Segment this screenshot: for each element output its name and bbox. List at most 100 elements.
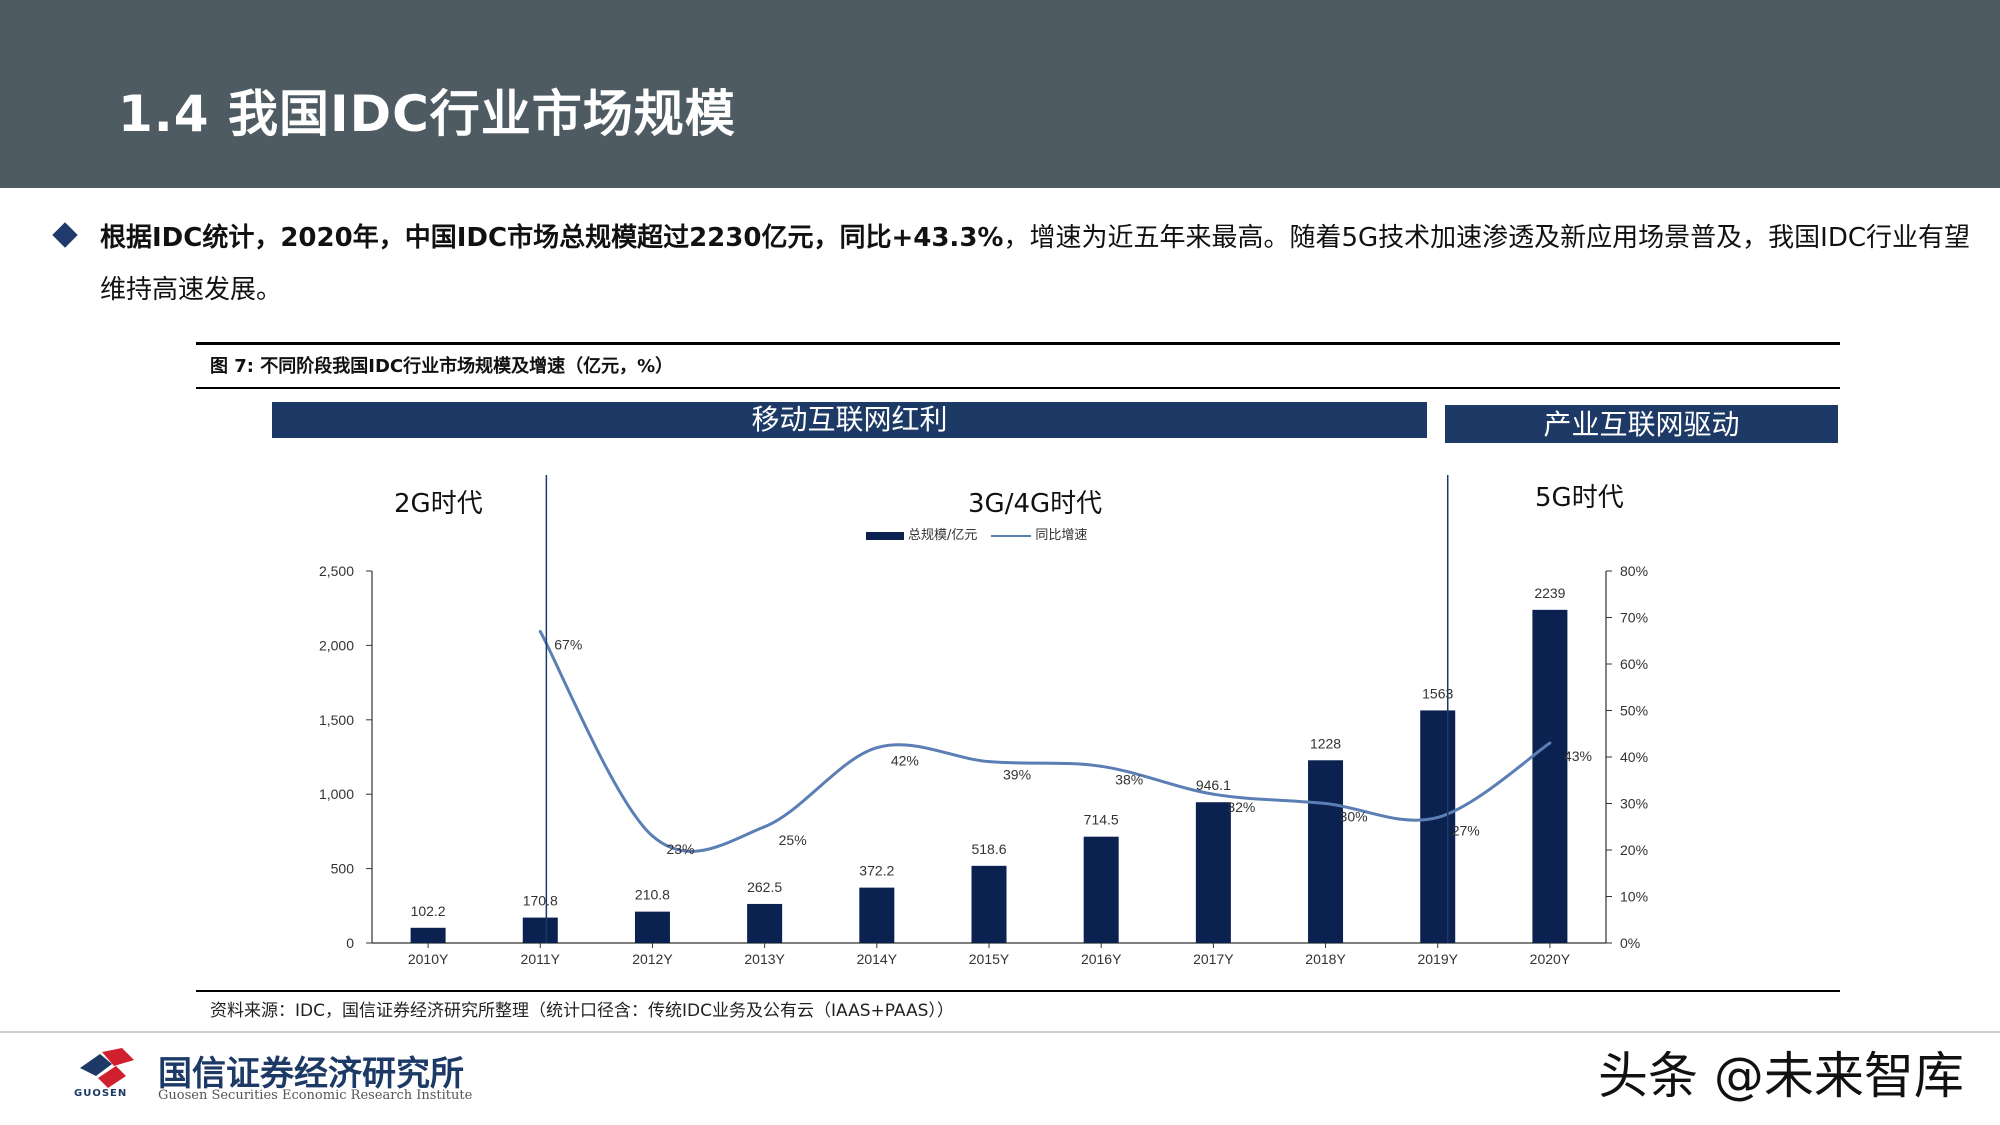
bullet-segment: 2230亿元 <box>689 223 814 253</box>
bullet-segment: 根据IDC统计， <box>100 223 281 253</box>
growth-value-label: 38% <box>1115 771 1143 787</box>
bullet-segment: 2020年 <box>280 223 379 253</box>
bar-2013Y <box>747 903 783 943</box>
legend-line-label: 同比增速 <box>1035 528 1088 543</box>
growth-point-2013Y <box>763 825 767 829</box>
bar-value-label: 2239 <box>1534 585 1565 601</box>
bar-2020Y <box>1532 609 1568 943</box>
legend-bar-label: 总规模/亿元 <box>908 528 978 543</box>
x-tick-label: 2013Y <box>744 951 785 967</box>
y-left-tick-label: 1,000 <box>319 786 354 802</box>
source-rule <box>196 990 1840 992</box>
bar-value-label: 518.6 <box>971 841 1006 857</box>
logo-short-text: GUOSEN <box>74 1088 128 1099</box>
bar-2010Y <box>410 927 446 943</box>
bar-2016Y <box>1083 836 1119 943</box>
bar-2011Y <box>522 917 558 943</box>
bar-value-label: 946.1 <box>1196 777 1231 793</box>
growth-point-2014Y <box>875 746 879 750</box>
bullet-text: 根据IDC统计，2020年，中国IDC市场总规模超过2230亿元，同比+43.3… <box>100 212 1980 316</box>
bar-2012Y <box>634 911 670 943</box>
legend-line-swatch <box>991 534 1032 537</box>
y-right-tick-label: 40% <box>1620 749 1648 765</box>
bar-value-label: 102.2 <box>411 903 446 919</box>
bar-2014Y <box>859 887 895 943</box>
bar-value-label: 1228 <box>1310 735 1341 751</box>
growth-value-label: 30% <box>1340 809 1368 825</box>
bar-2019Y <box>1420 710 1456 943</box>
y-left-tick-label: 0 <box>346 935 354 951</box>
era-label-3g4g: 3G/4G时代 <box>968 489 1103 519</box>
x-tick-label: 2018Y <box>1305 951 1346 967</box>
growth-point-2020Y <box>1548 741 1552 745</box>
growth-point-2019Y <box>1436 815 1440 819</box>
x-tick-label: 2016Y <box>1081 951 1122 967</box>
growth-value-label: 67% <box>554 636 582 652</box>
bullet-segment: ，增速为近五年来最高。随着5G技术加速渗透及新应用场景普及，我国IDC行业有望维… <box>100 223 1971 305</box>
bar-value-label: 372.2 <box>859 863 894 879</box>
growth-value-label: 32% <box>1227 799 1255 815</box>
y-left-tick-label: 1,500 <box>319 712 354 728</box>
bullet-segment: +43.3% <box>891 223 1004 253</box>
growth-value-label: 39% <box>1003 767 1031 783</box>
banner-industrial-internet: 产业互联网驱动 <box>1445 405 1838 443</box>
chart-legend: 总规模/亿元 同比增速 <box>866 524 1087 543</box>
guosen-logo: GUOSEN 国信证券经济研究所 Guosen Securities Econo… <box>70 1044 490 1104</box>
source-note: 资料来源：IDC，国信证券经济研究所整理（统计口径含：传统IDC业务及公有云（I… <box>210 1001 954 1021</box>
figure-caption: 图 7: 不同阶段我国IDC行业市场规模及增速（亿元，%） <box>210 356 674 377</box>
bar-value-label: 262.5 <box>747 879 782 895</box>
growth-point-2018Y <box>1324 802 1328 805</box>
era-label-5g: 5G时代 <box>1535 483 1624 513</box>
bar-2017Y <box>1195 802 1231 943</box>
guosen-logo-mark-icon <box>80 1048 134 1088</box>
bar-value-label: 170.8 <box>523 893 558 909</box>
growth-value-label: 43% <box>1564 748 1592 764</box>
y-left-tick-label: 500 <box>331 861 355 877</box>
page-title: 1.4 我国IDC行业市场规模 <box>118 85 736 143</box>
growth-value-label: 25% <box>779 832 807 848</box>
growth-value-label: 23% <box>666 841 694 857</box>
logo-english-text: Guosen Securities Economic Research Inst… <box>158 1088 473 1103</box>
x-tick-label: 2010Y <box>408 951 449 967</box>
bar-value-label: 714.5 <box>1084 812 1119 828</box>
figure-caption-rule <box>196 387 1840 389</box>
bar-2015Y <box>971 865 1007 943</box>
bar-2018Y <box>1308 760 1344 943</box>
y-right-tick-label: 0% <box>1620 935 1640 951</box>
footer-rule <box>0 1031 2000 1033</box>
bar-value-label: 1563 <box>1422 685 1453 701</box>
x-tick-label: 2015Y <box>969 951 1010 967</box>
x-tick-label: 2020Y <box>1530 951 1571 967</box>
growth-point-2017Y <box>1211 792 1215 796</box>
bullet-segment: 中国IDC市场总规模超过 <box>404 223 690 253</box>
figure-top-rule <box>196 342 1840 345</box>
x-tick-label: 2019Y <box>1417 951 1458 967</box>
y-right-tick-label: 60% <box>1620 656 1648 672</box>
y-right-tick-label: 20% <box>1620 842 1648 858</box>
title-bar: 1.4 我国IDC行业市场规模 <box>0 0 2000 188</box>
growth-value-label: 42% <box>891 753 919 769</box>
era-label-2g: 2G时代 <box>394 489 483 519</box>
x-tick-label: 2011Y <box>521 951 561 967</box>
bullet-segment: ， <box>378 223 405 253</box>
x-tick-label: 2012Y <box>632 951 673 967</box>
y-right-tick-label: 80% <box>1620 563 1648 579</box>
y-right-tick-label: 10% <box>1620 889 1648 905</box>
growth-rate-line <box>538 630 1551 853</box>
idc-market-chart: 0 500 1,000 1,500 2,000 2,500 0% 10% 20% 30% 40% 50… <box>319 475 1648 967</box>
legend-bar-swatch <box>866 531 904 540</box>
y-right-tick-label: 50% <box>1620 703 1648 719</box>
y-left-tick-label: 2,500 <box>319 563 354 579</box>
growth-point-2012Y <box>650 834 654 838</box>
x-tick-label: 2017Y <box>1193 951 1234 967</box>
banner-mobile-internet: 移动互联网红利 <box>272 402 1427 438</box>
bullet-segment: ，同比 <box>813 223 892 253</box>
y-right-tick-label: 30% <box>1620 796 1648 812</box>
y-left-tick-label: 2,000 <box>319 637 354 653</box>
growth-point-2011Y <box>538 629 542 633</box>
growth-value-label: 27% <box>1452 822 1480 838</box>
watermark: 头条 @未来智库 <box>1598 1047 1964 1105</box>
logo-chinese-text: 国信证券经济研究所 <box>158 1054 464 1094</box>
growth-point-2016Y <box>1099 764 1103 768</box>
y-right-tick-label: 70% <box>1620 610 1648 626</box>
